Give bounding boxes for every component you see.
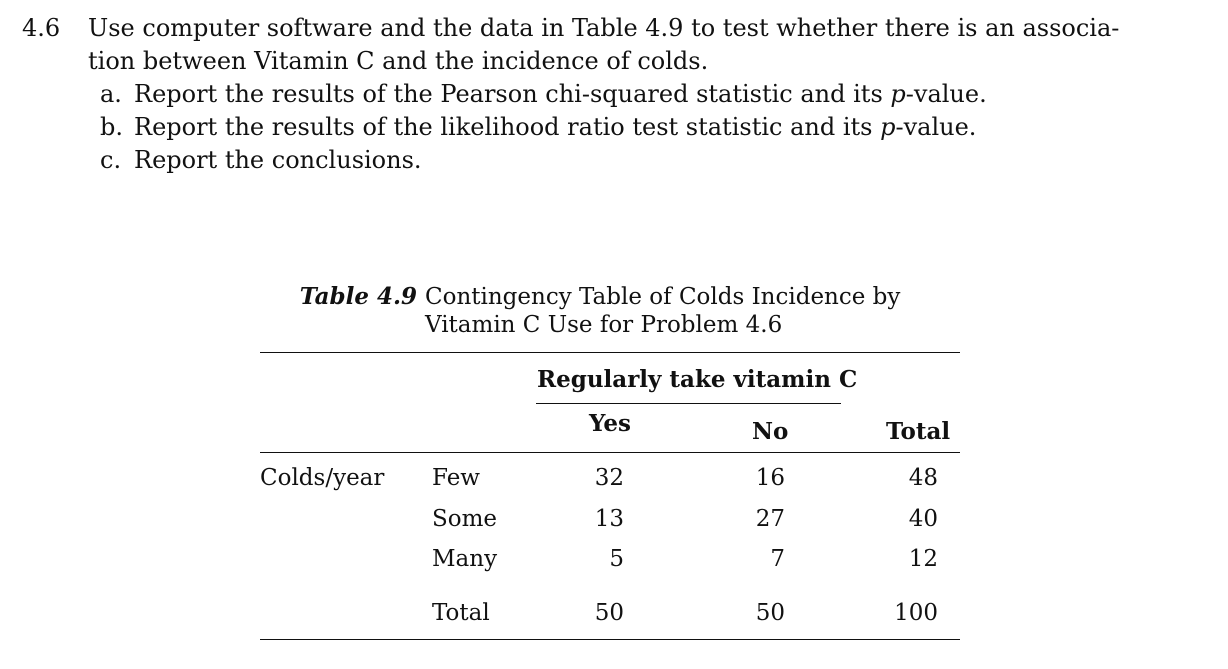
caption-line1: Contingency Table of Colds Incidence by <box>425 284 901 310</box>
problem-text: Use computer software and the data in Ta… <box>88 12 1212 78</box>
part-text-before: Report the conclusions. <box>134 146 422 174</box>
group-header: Regularly take vitamin C <box>537 366 858 393</box>
problem-number: 4.6 <box>22 14 61 42</box>
cell-total-yes: 50 <box>594 600 624 626</box>
cell-some-yes: 13 <box>594 506 624 532</box>
cell-many-no: 7 <box>770 546 785 572</box>
table-caption: Table 4.9 Contingency Table of Colds Inc… <box>260 283 960 339</box>
part-text-before: Report the results of the likelihood rat… <box>134 113 881 141</box>
problem-statement: 4.6 Use computer software and the data i… <box>22 12 1212 78</box>
col-header-total: Total <box>886 418 951 445</box>
row-label-few: Few <box>432 465 480 491</box>
part-text-after: -value. <box>895 113 977 141</box>
row-label-many: Many <box>432 546 498 572</box>
cell-few-total: 48 <box>908 465 938 491</box>
header-bottom-rule <box>260 452 960 453</box>
part-letter: b. <box>100 113 123 141</box>
part-a: a. Report the results of the Pearson chi… <box>100 78 1212 111</box>
part-text: Report the results of the Pearson chi-sq… <box>134 78 987 111</box>
cell-few-yes: 32 <box>594 465 624 491</box>
row-group-label: Colds/year <box>260 465 385 491</box>
cell-some-total: 40 <box>908 506 938 532</box>
part-italic: p <box>880 113 896 141</box>
part-text-before: Report the results of the Pearson chi-sq… <box>134 80 891 108</box>
col-header-yes: Yes <box>589 410 632 437</box>
cell-some-no: 27 <box>755 506 785 532</box>
cell-many-total: 12 <box>908 546 938 572</box>
problem-text-line2: tion between Vitamin C and the incidence… <box>88 47 709 75</box>
cell-total-total: 100 <box>894 600 938 626</box>
table-bottom-rule <box>260 639 960 640</box>
table-top-rule <box>260 352 960 353</box>
row-label-some: Some <box>432 506 498 532</box>
group-header-rule <box>536 403 841 404</box>
part-c: c. Report the conclusions. <box>100 144 1212 177</box>
part-text: Report the results of the likelihood rat… <box>134 111 976 144</box>
part-letter: c. <box>100 146 122 174</box>
caption-line2: Vitamin C Use for Problem 4.6 <box>425 312 783 338</box>
part-b: b. Report the results of the likelihood … <box>100 111 1212 144</box>
part-italic: p <box>890 80 906 108</box>
col-header-no: No <box>752 418 789 445</box>
cell-many-yes: 5 <box>609 546 624 572</box>
caption-row-2: Vitamin C Use for Problem 4.6 <box>260 311 960 339</box>
row-label-total: Total <box>432 600 490 626</box>
caption-spacer <box>260 311 425 339</box>
part-letter: a. <box>100 80 122 108</box>
part-text-after: -value. <box>905 80 987 108</box>
problem-text-line1: Use computer software and the data in Ta… <box>88 14 1120 42</box>
cell-total-no: 50 <box>755 600 785 626</box>
problem-parts: a. Report the results of the Pearson chi… <box>100 78 1212 177</box>
table-label: Table 4.9 <box>299 283 417 310</box>
problem-4-6: 4.6 Use computer software and the data i… <box>22 12 1212 177</box>
part-text: Report the conclusions. <box>134 144 422 177</box>
caption-row-1: Table 4.9 Contingency Table of Colds Inc… <box>260 283 960 311</box>
cell-few-no: 16 <box>755 465 785 491</box>
